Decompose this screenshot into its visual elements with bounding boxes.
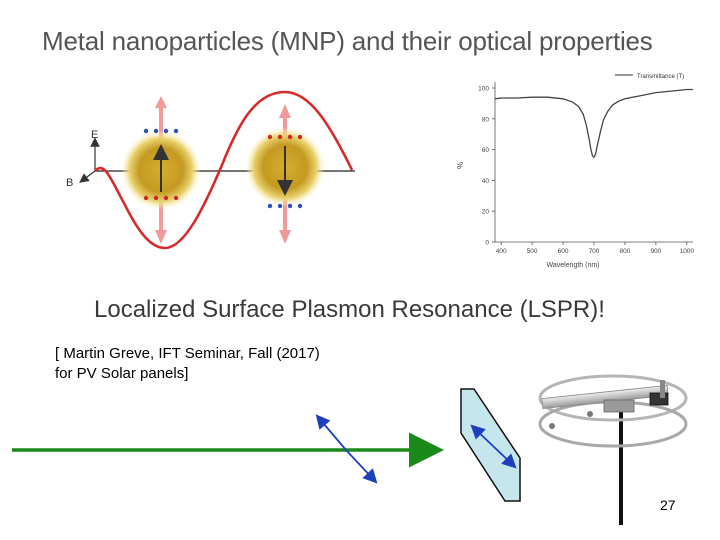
series-transmittance — [494, 88, 693, 159]
e-field-label: E — [91, 129, 98, 141]
pink-arrowhead-2-top — [279, 104, 291, 118]
x-axis-label: Wavelength (nm) — [546, 262, 599, 269]
panel-arrow — [470, 424, 494, 447]
citation-line-2: for PV Solar panels] — [55, 365, 189, 382]
y-tick-label: 60 — [482, 147, 490, 154]
x-tick-label: 400 — [496, 248, 507, 255]
pink-arrowhead-2-bottom — [279, 230, 291, 244]
x-tick-label: 1000 — [680, 248, 695, 255]
polarization-arrow-lower — [345, 449, 378, 484]
page-number: 27 — [660, 497, 676, 513]
b-field-label: B — [66, 177, 73, 189]
pink-arrowhead-1-top — [155, 96, 167, 108]
x-tick-label: 900 — [650, 248, 661, 255]
y-axis-label: % — [456, 162, 465, 169]
slide-title: Metal nanoparticles (MNP) and their opti… — [42, 26, 653, 56]
x-tick-label: 700 — [589, 248, 600, 255]
y-tick-label: 80 — [482, 116, 490, 123]
pink-arrowhead-1-bottom — [155, 230, 167, 244]
citation-line-1: [ Martin Greve, IFT Seminar, Fall (2017) — [55, 345, 320, 362]
optical-setup — [12, 374, 688, 525]
lspr-heading: Localized Surface Plasmon Resonance (LSP… — [94, 296, 605, 323]
y-tick-label: 100 — [478, 86, 489, 93]
legend-label: Transmittance (T) — [637, 74, 684, 80]
citation: [ Martin Greve, IFT Seminar, Fall (2017)… — [55, 344, 320, 384]
x-tick-label: 600 — [558, 248, 569, 255]
charges-2-top — [267, 134, 303, 140]
b-axis-arrow — [79, 170, 96, 183]
y-tick-label: 20 — [482, 209, 490, 216]
charges-2-bottom — [267, 203, 303, 209]
sample-holder-stand — [538, 374, 688, 525]
x-tick-label: 500 — [527, 248, 538, 255]
y-tick-label: 0 — [485, 240, 489, 247]
panel-arrow-lower — [492, 445, 517, 469]
charges-1-top — [143, 128, 179, 134]
y-tick-label: 40 — [482, 178, 490, 185]
em-wave — [94, 90, 354, 250]
sample-panel — [460, 388, 521, 502]
charges-1-bottom — [143, 195, 179, 201]
transmittance-chart: Transmittance (T) % Wavelength (nm) 400 5… — [456, 74, 695, 269]
x-tick-label: 800 — [620, 248, 631, 255]
polarization-arrow — [315, 414, 347, 451]
